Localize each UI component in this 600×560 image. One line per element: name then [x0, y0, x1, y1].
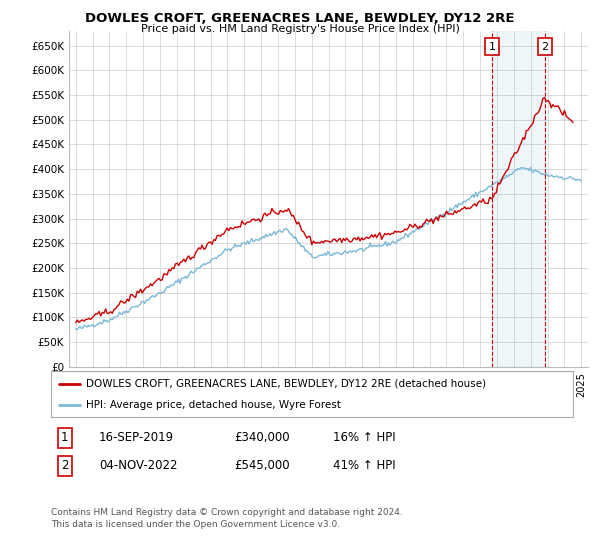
Text: 16-SEP-2019: 16-SEP-2019	[99, 431, 174, 445]
Text: DOWLES CROFT, GREENACRES LANE, BEWDLEY, DY12 2RE: DOWLES CROFT, GREENACRES LANE, BEWDLEY, …	[85, 12, 515, 25]
Text: 1: 1	[61, 431, 68, 445]
Text: 2: 2	[61, 459, 68, 473]
Text: HPI: Average price, detached house, Wyre Forest: HPI: Average price, detached house, Wyre…	[86, 400, 341, 410]
Text: DOWLES CROFT, GREENACRES LANE, BEWDLEY, DY12 2RE (detached house): DOWLES CROFT, GREENACRES LANE, BEWDLEY, …	[86, 379, 487, 389]
Text: £545,000: £545,000	[234, 459, 290, 473]
Text: 1: 1	[488, 41, 496, 52]
Text: Price paid vs. HM Land Registry's House Price Index (HPI): Price paid vs. HM Land Registry's House …	[140, 24, 460, 34]
Text: 16% ↑ HPI: 16% ↑ HPI	[333, 431, 395, 445]
Text: £340,000: £340,000	[234, 431, 290, 445]
Text: This data is licensed under the Open Government Licence v3.0.: This data is licensed under the Open Gov…	[51, 520, 340, 529]
Text: Contains HM Land Registry data © Crown copyright and database right 2024.: Contains HM Land Registry data © Crown c…	[51, 508, 403, 517]
Text: 2: 2	[541, 41, 548, 52]
Bar	[492, 31, 545, 367]
Text: 41% ↑ HPI: 41% ↑ HPI	[333, 459, 395, 473]
Text: 04-NOV-2022: 04-NOV-2022	[99, 459, 178, 473]
